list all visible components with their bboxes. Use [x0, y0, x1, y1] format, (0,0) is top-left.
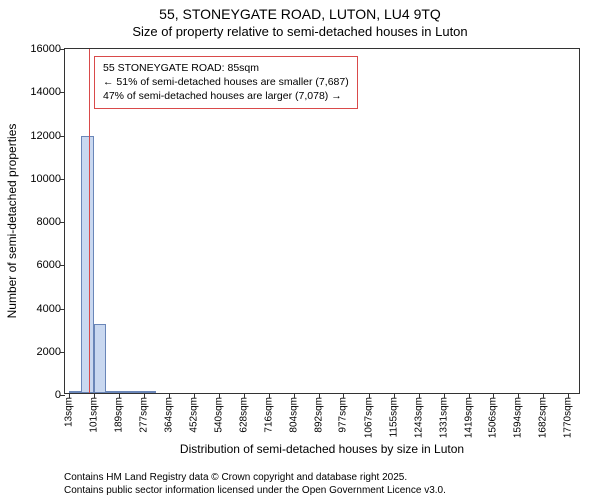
x-tick-label: 540sqm	[213, 397, 224, 433]
x-tick-label: 1419sqm	[463, 397, 474, 438]
x-tick-mark	[543, 393, 544, 398]
x-tick-label: 716sqm	[263, 397, 274, 433]
x-tick-label: 1594sqm	[513, 397, 524, 438]
x-tick-mark	[568, 393, 569, 398]
y-axis-title: Number of semi-detached properties	[5, 124, 19, 319]
y-tick-mark	[60, 309, 65, 310]
x-tick-label: 628sqm	[238, 397, 249, 433]
x-tick-label: 892sqm	[313, 397, 324, 433]
x-tick-mark	[244, 393, 245, 398]
x-tick-label: 1682sqm	[538, 397, 549, 438]
histogram-chart: 55, STONEYGATE ROAD, LUTON, LU4 9TQ Size…	[0, 0, 600, 500]
x-tick-mark	[469, 393, 470, 398]
x-tick-label: 101sqm	[88, 397, 99, 433]
y-tick-mark	[60, 92, 65, 93]
x-tick-mark	[144, 393, 145, 398]
x-tick-mark	[419, 393, 420, 398]
y-tick-mark	[60, 352, 65, 353]
y-tick-mark	[60, 49, 65, 50]
x-tick-mark	[369, 393, 370, 398]
x-tick-label: 977sqm	[337, 397, 348, 433]
y-tick-mark	[60, 136, 65, 137]
x-tick-label: 189sqm	[113, 397, 124, 433]
y-tick-label: 2000	[37, 346, 61, 358]
x-tick-mark	[319, 393, 320, 398]
chart-title-line-2: Size of property relative to semi-detach…	[0, 24, 600, 40]
y-tick-mark	[60, 395, 65, 396]
x-tick-mark	[444, 393, 445, 398]
footer-line-1: Contains HM Land Registry data © Crown c…	[64, 472, 446, 485]
x-tick-label: 1331sqm	[438, 397, 449, 438]
chart-title-line-1: 55, STONEYGATE ROAD, LUTON, LU4 9TQ	[0, 6, 600, 24]
x-tick-mark	[69, 393, 70, 398]
x-tick-mark	[493, 393, 494, 398]
y-tick-label: 4000	[37, 303, 61, 315]
y-tick-label: 12000	[30, 130, 61, 142]
x-tick-label: 364sqm	[163, 397, 174, 433]
histogram-bar	[106, 391, 119, 393]
x-tick-mark	[219, 393, 220, 398]
x-axis-title: Distribution of semi-detached houses by …	[64, 442, 580, 456]
histogram-bar	[81, 136, 94, 393]
chart-title-block: 55, STONEYGATE ROAD, LUTON, LU4 9TQ Size…	[0, 6, 600, 40]
y-tick-label: 10000	[30, 173, 61, 185]
x-tick-mark	[518, 393, 519, 398]
x-tick-label: 1506sqm	[488, 397, 499, 438]
x-tick-label: 804sqm	[288, 397, 299, 433]
footer-line-2: Contains public sector information licen…	[64, 485, 446, 498]
x-tick-label: 1243sqm	[413, 397, 424, 438]
property-marker-line	[89, 49, 90, 393]
y-tick-label: 16000	[30, 43, 61, 55]
x-tick-label: 1155sqm	[388, 397, 399, 437]
y-tick-label: 6000	[37, 259, 61, 271]
x-tick-mark	[394, 393, 395, 398]
callout-line: ← 51% of semi-detached houses are smalle…	[103, 75, 349, 89]
x-tick-mark	[343, 393, 344, 398]
y-tick-label: 8000	[37, 216, 61, 228]
x-tick-mark	[119, 393, 120, 398]
y-tick-mark	[60, 265, 65, 266]
x-tick-label: 452sqm	[188, 397, 199, 433]
histogram-bar	[94, 324, 107, 393]
histogram-bar	[119, 391, 132, 393]
histogram-bar	[144, 391, 157, 393]
histogram-bar	[69, 391, 82, 393]
x-tick-label: 277sqm	[138, 397, 149, 433]
y-tick-mark	[60, 179, 65, 180]
x-tick-label: 1770sqm	[563, 397, 574, 438]
callout-line: 47% of semi-detached houses are larger (…	[103, 89, 349, 103]
callout-line: 55 STONEYGATE ROAD: 85sqm	[103, 61, 349, 75]
property-callout: 55 STONEYGATE ROAD: 85sqm← 51% of semi-d…	[94, 56, 358, 109]
x-tick-mark	[269, 393, 270, 398]
x-tick-mark	[194, 393, 195, 398]
x-tick-label: 1067sqm	[363, 397, 374, 438]
x-tick-mark	[169, 393, 170, 398]
footer-attribution: Contains HM Land Registry data © Crown c…	[64, 472, 446, 497]
x-tick-mark	[94, 393, 95, 398]
x-tick-mark	[294, 393, 295, 398]
histogram-bar	[131, 391, 144, 393]
x-tick-label: 13sqm	[63, 397, 74, 427]
y-tick-mark	[60, 222, 65, 223]
y-tick-label: 14000	[30, 86, 61, 98]
